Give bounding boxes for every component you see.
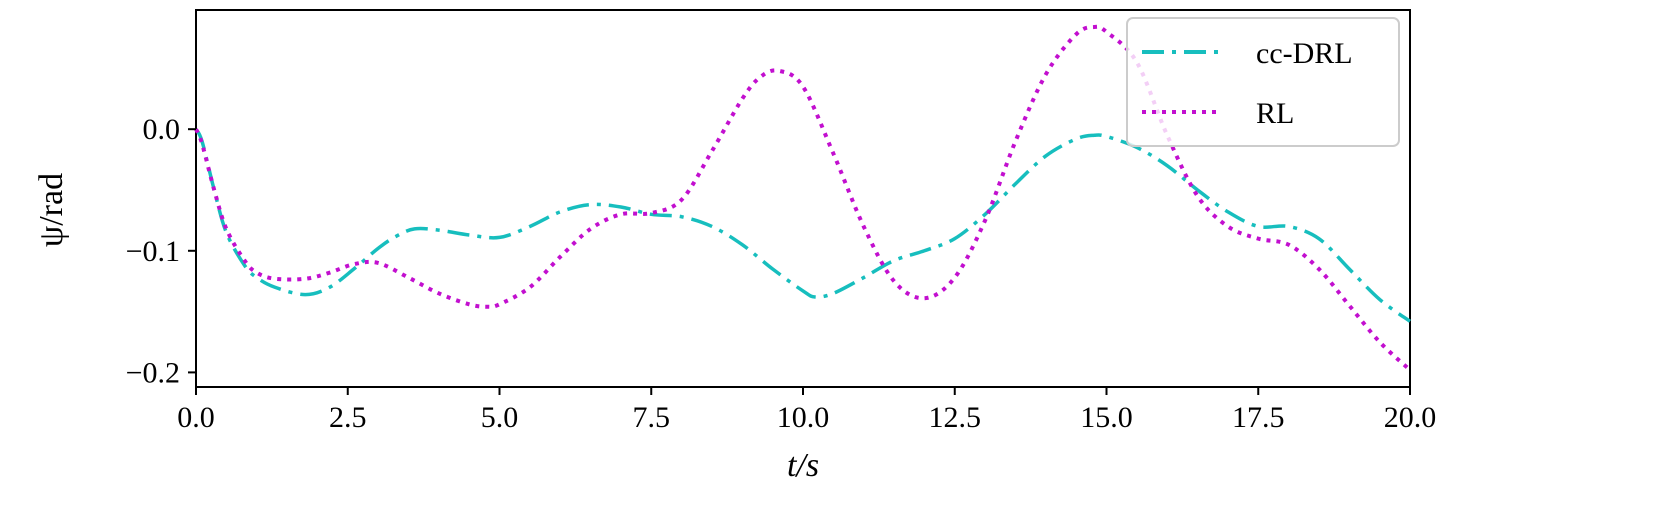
series-layer xyxy=(194,24,1412,372)
y-axis-label: ψ/rad xyxy=(33,173,70,247)
x-tick-label: 12.5 xyxy=(929,401,982,434)
x-tick-label: 7.5 xyxy=(633,401,671,434)
x-tick-label: 0.0 xyxy=(177,401,215,434)
series-line-cc-drl xyxy=(194,128,1412,323)
x-tick-label: 17.5 xyxy=(1232,401,1285,434)
legend: cc-DRL RL xyxy=(1126,17,1400,147)
x-tick-label: 10.0 xyxy=(777,401,830,434)
x-axis: 0.0 2.5 5.0 7.5 10.0 12.5 15.0 17.5 20.0 xyxy=(177,387,1436,434)
x-tick-label: 15.0 xyxy=(1080,401,1133,434)
series-line-rl xyxy=(194,24,1412,372)
legend-label-rl: RL xyxy=(1256,97,1294,130)
y-tick-label: 0.0 xyxy=(143,113,181,146)
legend-label-cc-drl: cc-DRL xyxy=(1256,37,1353,70)
y-tick-label: −0.2 xyxy=(126,356,180,389)
y-axis: 0.0 −0.1 −0.2 xyxy=(126,113,196,389)
x-tick-label: 5.0 xyxy=(481,401,519,434)
y-tick-label: −0.1 xyxy=(126,235,180,268)
x-axis-label: t/s xyxy=(787,447,819,484)
x-tick-label: 2.5 xyxy=(329,401,367,434)
x-tick-label: 20.0 xyxy=(1384,401,1437,434)
